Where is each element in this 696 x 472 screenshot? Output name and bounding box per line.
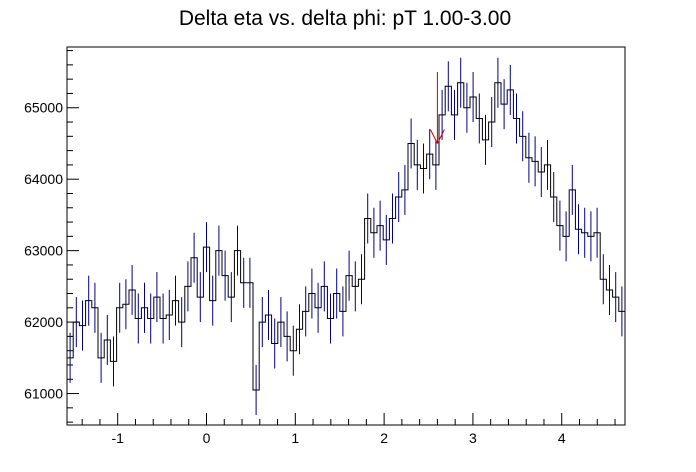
arrow-head-left [429,129,438,144]
x-tick-label: 3 [469,430,477,446]
y-tick-label: 61000 [24,386,63,402]
x-tick-label: 4 [558,430,566,446]
y-tick-label: 63000 [24,243,63,259]
x-tick-label: -1 [111,430,124,446]
annotations [429,72,445,144]
x-tick-label: 1 [291,430,299,446]
histogram-line [67,82,625,391]
y-tick-label: 64000 [24,171,63,187]
chart-title: Delta eta vs. delta phi: pT 1.00-3.00 [179,7,511,30]
x-tick-label: 0 [203,430,211,446]
x-tick-label: 2 [380,430,388,446]
axis-tick-labels: -1 0 1 2 3 4 61000 62000 63000 64000 65000 [24,100,566,446]
y-tick-label: 65000 [24,100,63,116]
y-tick-label: 62000 [24,314,63,330]
arrow-head-right [436,129,445,144]
